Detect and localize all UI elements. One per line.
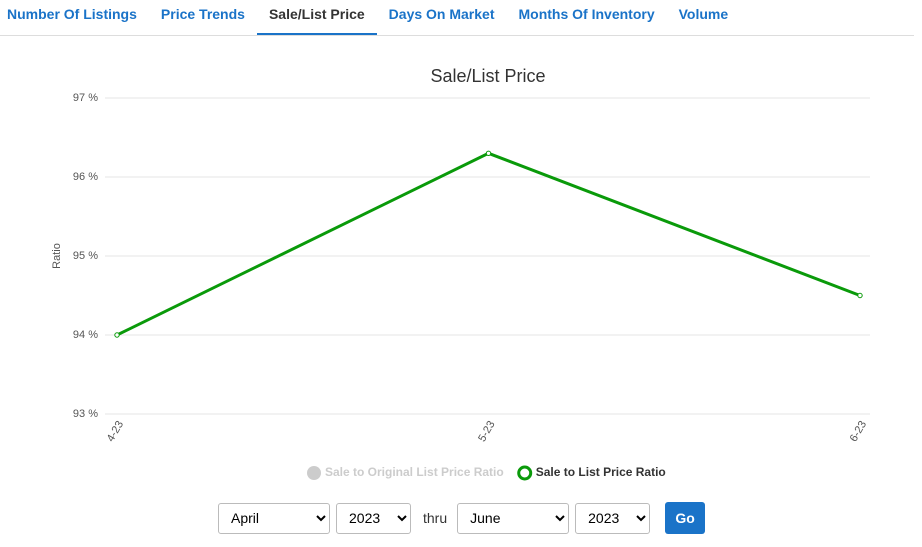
x-tick-label: 4-23 bbox=[105, 419, 126, 444]
legend-swatch bbox=[517, 465, 533, 481]
y-tick-label: 96 % bbox=[73, 171, 98, 183]
to-year-select[interactable]: 2023 bbox=[575, 502, 651, 534]
thru-label: thru bbox=[423, 510, 448, 526]
tab[interactable]: Price Trends bbox=[160, 6, 245, 22]
go-button[interactable]: Go bbox=[665, 502, 706, 534]
legend-item[interactable]: Sale to List Price Ratio bbox=[517, 465, 666, 481]
from-year-select[interactable]: 2023 bbox=[336, 502, 411, 534]
legend-label: Sale to List Price Ratio bbox=[536, 465, 666, 479]
x-tick-label: 5-23 bbox=[476, 419, 497, 444]
tab[interactable]: Days On Market bbox=[388, 6, 495, 22]
chart: Sale/List Price Ratio 93 % 94 % 95 % 96 % 97 %… bbox=[51, 66, 870, 481]
point bbox=[114, 332, 120, 338]
tab[interactable]: Months Of Inventory bbox=[518, 6, 655, 22]
legend-swatch bbox=[307, 466, 321, 480]
y-tick-label: 94 % bbox=[73, 329, 98, 341]
line bbox=[116, 151, 861, 337]
tab[interactable]: Sale/List Price bbox=[256, 0, 377, 35]
to-month-select[interactable]: June bbox=[457, 502, 570, 534]
y-tick-label: 95 % bbox=[73, 250, 98, 262]
y-axis-label: Ratio bbox=[51, 243, 63, 269]
y-tick-label: 97 % bbox=[73, 92, 98, 104]
y-tick-label: 93 % bbox=[73, 408, 98, 420]
from-month-select[interactable]: April bbox=[218, 502, 330, 534]
point bbox=[857, 292, 863, 299]
legend-item[interactable]: Sale to Original List Price Ratio bbox=[307, 465, 504, 480]
date-controls: April 2023 thru June 2023 Go bbox=[218, 502, 706, 534]
chart-title: Sale/List Price bbox=[430, 66, 545, 86]
legend-label: Sale to Original List Price Ratio bbox=[325, 465, 504, 479]
tab[interactable]: Number Of Listings bbox=[7, 6, 137, 22]
tab-bar: Number Of Listings Price Trends Sale/List … bbox=[0, 0, 914, 36]
point bbox=[485, 150, 492, 157]
tab[interactable]: Volume bbox=[678, 6, 729, 22]
x-tick-label: 6-23 bbox=[848, 419, 869, 444]
